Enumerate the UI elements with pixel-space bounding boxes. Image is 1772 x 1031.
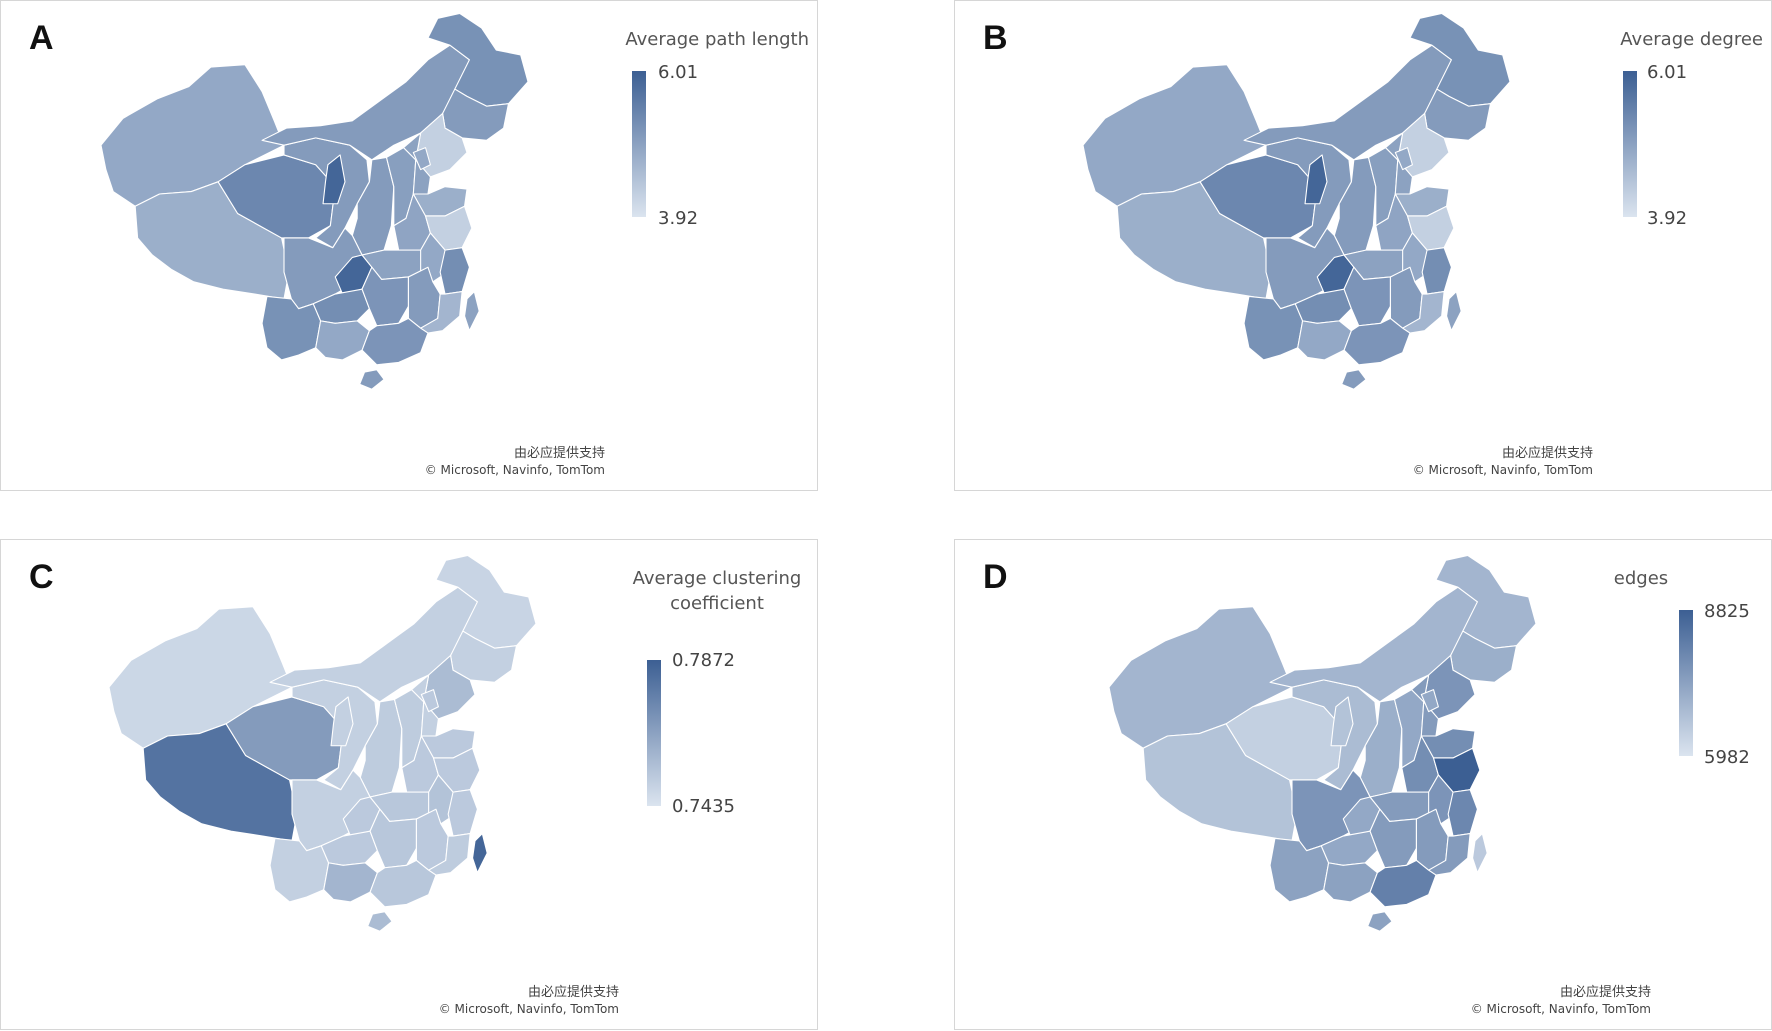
region-taiwan <box>1446 291 1462 332</box>
region-hebei <box>403 132 431 195</box>
china-map <box>100 12 529 390</box>
region-shaanxi <box>359 698 403 798</box>
legend-title: edges <box>1613 568 1669 589</box>
legend-title: Average clustering coefficient <box>613 566 821 616</box>
legend-max-label: 6.01 <box>658 62 699 83</box>
region-heilongjiang <box>427 12 529 107</box>
map-provider-text: 由必应提供支持 <box>527 985 619 1000</box>
region-shaanxi <box>1333 156 1377 256</box>
region-taiwan <box>464 291 480 332</box>
map-credit: 由必应提供支持 © Microsoft, Navinfo, TomTom <box>1471 985 1651 1017</box>
map-copyright-text: © Microsoft, Navinfo, TomTom <box>438 1002 619 1016</box>
region-yunnan <box>1269 837 1330 903</box>
region-ningxia <box>322 154 346 205</box>
region-taiwan <box>472 833 488 874</box>
map-provider-text: 由必应提供支持 <box>1559 985 1651 1000</box>
region-guangdong <box>361 317 429 366</box>
legend-min-label: 5982 <box>1704 747 1750 768</box>
region-guangdong <box>1369 859 1437 908</box>
legend-title: Average path length <box>625 29 809 50</box>
region-yunnan <box>1243 295 1304 361</box>
map-panel-c: C Average clustering coefficient 0.7872 … <box>0 539 818 1030</box>
map-provider-text: 由必应提供支持 <box>513 446 605 461</box>
region-fujian <box>1402 291 1445 334</box>
region-fujian <box>428 833 471 876</box>
region-tibet <box>142 723 298 842</box>
panel-letter: C <box>29 558 54 596</box>
region-hebei <box>1385 132 1413 195</box>
region-beijing-tianjin <box>1394 147 1413 171</box>
region-guangxi <box>323 862 378 903</box>
region-tibet <box>1116 181 1272 300</box>
legend-color-bar <box>1679 610 1693 756</box>
map-credit: 由必应提供支持 © Microsoft, Navinfo, TomTom <box>425 446 605 478</box>
map-copyright-text: © Microsoft, Navinfo, TomTom <box>1412 463 1593 477</box>
panel-letter: B <box>983 19 1008 57</box>
region-ningxia <box>1330 696 1354 747</box>
region-shaanxi <box>351 156 395 256</box>
region-beijing-tianjin <box>420 689 439 713</box>
china-map <box>1082 12 1511 390</box>
panel-letter: D <box>983 558 1008 596</box>
legend-max-label: 8825 <box>1704 601 1750 622</box>
region-guangxi <box>315 320 370 361</box>
region-guangdong <box>369 859 437 908</box>
legend-color-bar <box>647 660 661 806</box>
region-zhejiang <box>447 789 478 837</box>
region-tibet <box>1142 723 1298 842</box>
china-map <box>1108 554 1537 932</box>
map-copyright-text: © Microsoft, Navinfo, TomTom <box>1470 1002 1651 1016</box>
panel-letter: A <box>29 19 54 57</box>
region-guangdong <box>1343 317 1411 366</box>
map-credit: 由必应提供支持 © Microsoft, Navinfo, TomTom <box>439 985 619 1017</box>
region-hainan <box>367 911 393 932</box>
region-heilongjiang <box>1409 12 1511 107</box>
region-beijing-tianjin <box>1420 689 1439 713</box>
region-beijing-tianjin <box>412 147 431 171</box>
legend-title: Average degree <box>1620 29 1763 50</box>
region-hebei <box>411 674 439 737</box>
region-taiwan <box>1472 833 1488 874</box>
map-provider-text: 由必应提供支持 <box>1501 446 1593 461</box>
map-panel-b: B Average degree 6.01 3.92 由必应提供支持 © Mic… <box>954 0 1772 491</box>
region-zhejiang <box>1447 789 1478 837</box>
china-map <box>108 554 537 932</box>
map-panel-d: D edges 8825 5982 由必应提供支持 © Microsoft, N… <box>954 539 1772 1030</box>
region-zhejiang <box>1421 247 1452 295</box>
region-guangxi <box>1297 320 1352 361</box>
legend-max-label: 0.7872 <box>672 650 735 671</box>
map-panel-a: A Average path length 6.01 3.92 由必应提供支持 … <box>0 0 818 491</box>
region-hainan <box>1341 369 1367 390</box>
legend-title-line-1: Average clustering <box>632 568 802 589</box>
region-ningxia <box>1304 154 1328 205</box>
legend-min-label: 0.7435 <box>672 796 735 817</box>
region-yunnan <box>269 837 330 903</box>
region-hainan <box>1367 911 1393 932</box>
region-hainan <box>359 369 385 390</box>
legend-min-label: 3.92 <box>658 208 699 229</box>
region-zhejiang <box>439 247 470 295</box>
legend-min-label: 3.92 <box>1647 208 1688 229</box>
legend-title-line-2: coefficient <box>670 593 764 614</box>
region-hebei <box>1411 674 1439 737</box>
region-yunnan <box>261 295 322 361</box>
region-heilongjiang <box>435 554 537 649</box>
region-tibet <box>134 181 290 300</box>
region-guangxi <box>1323 862 1378 903</box>
legend-color-bar <box>1623 71 1637 217</box>
region-fujian <box>1428 833 1471 876</box>
legend-max-label: 6.01 <box>1647 62 1688 83</box>
region-fujian <box>420 291 463 334</box>
region-heilongjiang <box>1435 554 1537 649</box>
map-credit: 由必应提供支持 © Microsoft, Navinfo, TomTom <box>1413 446 1593 478</box>
legend-color-bar <box>632 71 646 217</box>
region-ningxia <box>330 696 354 747</box>
map-copyright-text: © Microsoft, Navinfo, TomTom <box>424 463 605 477</box>
region-shaanxi <box>1359 698 1403 798</box>
